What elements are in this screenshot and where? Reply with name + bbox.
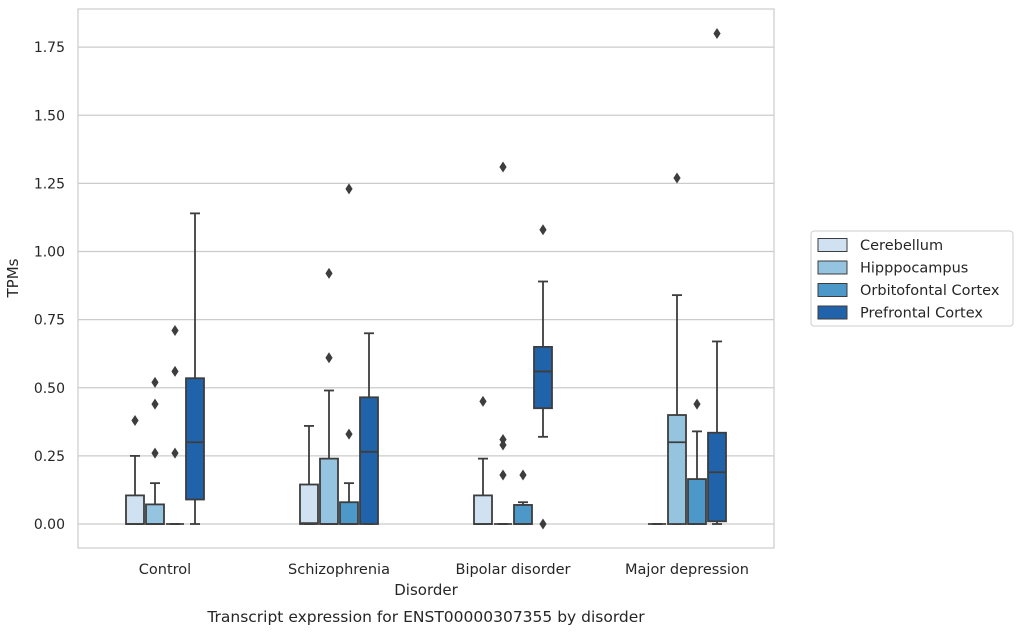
- outlier-point: [151, 376, 159, 388]
- outlier-point: [519, 469, 527, 481]
- box-group: [533, 224, 553, 530]
- iqr-box: [359, 396, 379, 525]
- iqr-box: [319, 457, 339, 525]
- box-group: [339, 183, 359, 525]
- outlier-point: [499, 434, 507, 446]
- chart-caption: Transcript expression for ENST0000030735…: [206, 608, 645, 626]
- legend-swatch: [817, 260, 848, 275]
- iqr-box: [473, 494, 493, 525]
- iqr-box: [687, 478, 707, 525]
- y-tick-label: 0.00: [34, 517, 65, 533]
- iqr-box: [707, 431, 727, 523]
- box-group: [145, 376, 165, 525]
- outlier-point: [171, 447, 179, 459]
- box-group: [319, 267, 339, 525]
- outlier-point: [673, 172, 681, 184]
- outlier-point: [325, 267, 333, 279]
- x-tick-label: Major depression: [625, 562, 749, 578]
- outlier-point: [171, 325, 179, 337]
- box-group: [667, 172, 687, 525]
- outlier-point: [479, 395, 487, 407]
- x-axis-label: Disorder: [394, 581, 458, 599]
- outlier-point: [539, 224, 547, 236]
- box-group: [185, 212, 205, 525]
- iqr-box: [667, 414, 687, 525]
- iqr-box: [339, 501, 359, 525]
- outlier-point: [151, 447, 159, 459]
- iqr-box: [533, 345, 553, 410]
- box-group: [687, 398, 707, 525]
- legend: Cerebellum Hipppocampus Orbitofontal Corte…: [810, 230, 1014, 327]
- box-group: [125, 414, 145, 525]
- y-tick-label: 0.50: [34, 381, 65, 397]
- outlier-point: [131, 414, 139, 426]
- box-group: [166, 325, 184, 525]
- plot-area-frame: [77, 8, 775, 549]
- outlier-point: [345, 428, 353, 440]
- iqr-box: [513, 504, 533, 525]
- iqr-box: [125, 494, 145, 525]
- y-tick-label: 1.25: [34, 176, 65, 192]
- outlier-point: [171, 365, 179, 377]
- box-group: [359, 332, 379, 525]
- legend-swatch: [817, 283, 848, 297]
- outlier-point: [499, 469, 507, 481]
- outlier-point: [713, 28, 721, 40]
- x-tick-labels: Control Schizophrenia Bipolar disorder Majo…: [139, 562, 749, 578]
- box-group: [513, 469, 533, 525]
- y-axis-label: TPMs: [4, 258, 22, 298]
- outlier-point: [151, 398, 159, 410]
- outlier-point: [539, 518, 547, 530]
- x-tick-label: Schizophrenia: [288, 562, 390, 578]
- boxes: [125, 28, 727, 530]
- iqr-box: [299, 483, 319, 525]
- box-group: [299, 425, 319, 525]
- y-tick-label: 0.25: [34, 449, 65, 465]
- x-tick-label: Control: [139, 562, 191, 578]
- box-group: [494, 161, 512, 525]
- legend-label: Hipppocampus: [860, 261, 968, 277]
- y-tick-labels: 0.00 0.25 0.50 0.75 1.00 1.25 1.50 1.75: [34, 40, 65, 533]
- y-tick-label: 0.75: [34, 313, 65, 329]
- outlier-point: [345, 183, 353, 195]
- legend-label: Orbitofontal Cortex: [860, 283, 1000, 299]
- box-group: [473, 395, 493, 525]
- legend-label: Prefrontal Cortex: [860, 306, 983, 322]
- legend-label: Cerebellum: [860, 238, 943, 254]
- x-tick-label: Bipolar disorder: [456, 562, 571, 578]
- iqr-box: [185, 377, 205, 501]
- outlier-point: [325, 352, 333, 364]
- box-group: [707, 28, 727, 525]
- legend-swatch: [817, 238, 848, 252]
- outlier-point: [499, 161, 507, 173]
- y-tick-label: 1.50: [34, 108, 65, 124]
- outlier-point: [693, 398, 701, 410]
- y-tick-label: 1.00: [34, 245, 65, 261]
- legend-swatch: [817, 305, 848, 320]
- iqr-box: [145, 503, 165, 525]
- legend-frame: [810, 230, 1014, 327]
- y-tick-label: 1.75: [34, 40, 65, 56]
